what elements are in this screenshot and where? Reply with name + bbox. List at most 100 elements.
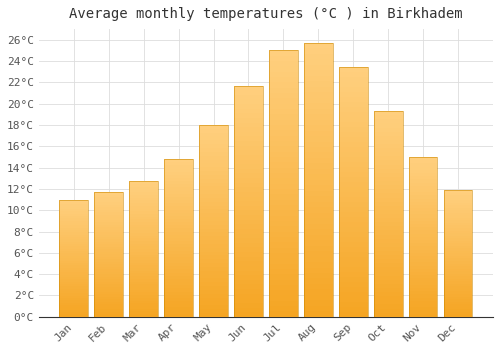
Bar (199, 282, 228, 286)
Bar (60, 300, 88, 303)
Bar (164, 285, 193, 288)
Bar (60, 310, 88, 312)
Bar (374, 164, 402, 169)
Bar (409, 198, 438, 202)
Bar (374, 144, 402, 148)
Bar (94, 307, 123, 309)
Bar (94, 192, 123, 195)
Bar (304, 43, 332, 48)
Bar (94, 304, 123, 307)
Bar (94, 270, 123, 272)
Bar (164, 298, 193, 301)
Bar (339, 122, 368, 127)
Bar (409, 314, 438, 317)
Bar (444, 253, 472, 256)
Bar (60, 263, 88, 265)
Bar (130, 279, 158, 282)
Bar (199, 256, 228, 259)
Bar (444, 314, 472, 317)
Bar (60, 218, 88, 221)
Bar (130, 301, 158, 303)
Bar (444, 307, 472, 309)
Bar (409, 237, 438, 240)
Bar (60, 284, 88, 286)
Bar (304, 262, 332, 267)
Bar (164, 159, 193, 317)
Bar (409, 262, 438, 266)
Bar (269, 237, 298, 242)
Bar (234, 150, 263, 155)
Bar (444, 292, 472, 294)
Bar (164, 172, 193, 175)
Bar (304, 136, 332, 141)
Bar (339, 262, 368, 267)
Bar (339, 302, 368, 307)
Bar (269, 50, 298, 56)
Bar (130, 190, 158, 192)
Bar (374, 115, 402, 119)
Bar (164, 295, 193, 298)
Bar (199, 156, 228, 160)
Bar (130, 295, 158, 298)
Bar (269, 61, 298, 66)
Bar (444, 198, 472, 200)
Bar (164, 292, 193, 295)
Bar (234, 113, 263, 118)
Bar (444, 251, 472, 253)
Bar (304, 246, 332, 251)
Bar (199, 221, 228, 225)
Bar (234, 127, 263, 132)
Bar (94, 274, 123, 277)
Bar (409, 176, 438, 179)
Bar (304, 81, 332, 87)
Bar (409, 282, 438, 285)
Bar (374, 280, 402, 284)
Bar (234, 178, 263, 183)
Bar (409, 304, 438, 307)
Bar (234, 201, 263, 206)
Bar (444, 294, 472, 296)
Bar (94, 242, 123, 245)
Bar (164, 276, 193, 279)
Bar (374, 189, 402, 194)
Bar (374, 284, 402, 288)
Bar (130, 181, 158, 317)
Bar (339, 127, 368, 132)
Bar (234, 118, 263, 122)
Bar (444, 220, 472, 223)
Bar (374, 194, 402, 197)
Bar (234, 160, 263, 164)
Bar (409, 294, 438, 297)
Bar (409, 227, 438, 231)
Bar (269, 301, 298, 306)
Bar (199, 290, 228, 294)
Bar (374, 124, 402, 127)
Bar (60, 303, 88, 305)
Bar (269, 274, 298, 280)
Bar (339, 72, 368, 77)
Bar (234, 136, 263, 141)
Bar (60, 214, 88, 216)
Bar (60, 228, 88, 230)
Bar (444, 266, 472, 268)
Bar (444, 190, 472, 317)
Bar (339, 227, 368, 232)
Bar (269, 226, 298, 232)
Bar (164, 175, 193, 178)
Bar (339, 68, 368, 317)
Bar (409, 269, 438, 272)
Bar (409, 182, 438, 186)
Bar (130, 228, 158, 230)
Bar (60, 199, 88, 202)
Bar (409, 202, 438, 205)
Bar (199, 133, 228, 136)
Bar (339, 217, 368, 222)
Bar (60, 223, 88, 225)
Bar (60, 282, 88, 284)
Bar (199, 244, 228, 248)
Bar (199, 294, 228, 298)
Bar (374, 185, 402, 189)
Bar (234, 197, 263, 201)
Bar (304, 306, 332, 312)
Bar (60, 221, 88, 223)
